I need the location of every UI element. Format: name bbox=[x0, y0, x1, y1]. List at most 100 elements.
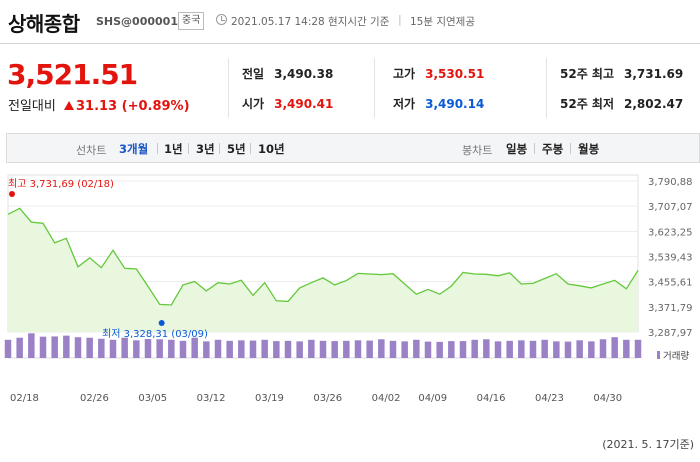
volume-bar bbox=[541, 339, 548, 358]
stat-value: 3,490.41 bbox=[274, 97, 334, 111]
x-tick-label: 04/23 bbox=[535, 393, 564, 404]
toolbar-separator bbox=[570, 143, 571, 154]
as-of-date: (2021. 5. 17기준) bbox=[602, 438, 694, 451]
stat-label: 저가 bbox=[393, 97, 416, 111]
price-area bbox=[8, 208, 638, 332]
volume-bar bbox=[623, 339, 630, 358]
volume-bar bbox=[296, 341, 303, 358]
volume-bar bbox=[529, 340, 537, 358]
toolbar-separator bbox=[534, 143, 535, 154]
up-triangle-icon bbox=[63, 101, 74, 110]
stock-header: 상해종합 SHS@000001 중국 2021.05.17 14:28 현지시간… bbox=[0, 0, 700, 44]
x-tick-label: 03/19 bbox=[255, 393, 284, 404]
volume-bar bbox=[98, 338, 105, 358]
volume-bar bbox=[366, 340, 373, 358]
volume-bar bbox=[226, 340, 233, 358]
toolbar-separator bbox=[219, 143, 220, 154]
index-title: 상해종합 bbox=[8, 12, 80, 36]
candle-weekly[interactable]: 주봉 bbox=[542, 142, 564, 156]
volume-bar bbox=[133, 340, 140, 358]
high-label: 최고 3,731,69 (02/18) bbox=[8, 178, 114, 190]
y-tick-label: 3,455,61 bbox=[648, 278, 693, 289]
y-tick-label: 3,371,79 bbox=[648, 303, 693, 314]
stat-label: 시가 bbox=[242, 97, 265, 111]
x-tick-label: 04/02 bbox=[372, 393, 401, 404]
volume-bar bbox=[121, 337, 128, 358]
x-tick-label: 02/18 bbox=[10, 393, 39, 404]
x-tick-label: 04/30 bbox=[593, 393, 622, 404]
candle-monthly[interactable]: 월봉 bbox=[578, 142, 600, 156]
x-tick-label: 02/26 bbox=[80, 393, 109, 404]
stat-value: 2,802.47 bbox=[624, 97, 684, 111]
volume-legend-swatch bbox=[657, 351, 660, 359]
y-tick-label: 3,623,25 bbox=[648, 227, 693, 238]
period-5y[interactable]: 5년 bbox=[227, 142, 246, 156]
stat-52w-low: 52주 최저 2,802.47 bbox=[560, 95, 683, 112]
index-code: SHS@000001 bbox=[96, 15, 178, 28]
volume-bar bbox=[86, 337, 93, 358]
volume-bar bbox=[576, 340, 583, 358]
volume-bar bbox=[331, 341, 338, 358]
country-badge: 중국 bbox=[178, 12, 205, 30]
volume-bar bbox=[413, 339, 420, 358]
volume-bar bbox=[389, 340, 397, 358]
volume-bar bbox=[588, 341, 595, 358]
volume-bar bbox=[74, 337, 82, 358]
volume-bar bbox=[156, 339, 163, 358]
period-1y[interactable]: 1년 bbox=[164, 142, 183, 156]
volume-legend-label: 거래량 bbox=[663, 350, 689, 362]
y-tick-label: 3,287,97 bbox=[648, 328, 693, 339]
stat-value: 3,530.51 bbox=[425, 67, 485, 81]
toolbar-separator bbox=[250, 143, 251, 154]
stat-value: 3,490.38 bbox=[274, 67, 334, 81]
volume-bar bbox=[51, 336, 58, 358]
volume-bar bbox=[599, 339, 607, 358]
volume-bar bbox=[483, 339, 490, 358]
volume-bar bbox=[553, 341, 560, 358]
volume-bar bbox=[448, 341, 455, 358]
divider bbox=[374, 58, 375, 118]
volume-bar bbox=[203, 341, 210, 358]
stat-label: 52주 최고 bbox=[560, 67, 614, 81]
y-tick-label: 3,707,07 bbox=[648, 202, 693, 213]
period-3y[interactable]: 3년 bbox=[196, 142, 215, 156]
volume-bar bbox=[494, 341, 502, 358]
timestamp: 2021.05.17 14:28 현지시간 기준 bbox=[231, 16, 390, 28]
delay-notice: 15분 지연제공 bbox=[410, 16, 475, 28]
price-chart: 3,790,88 3,707,07 3,623,25 3,539,43 3,455,61… bbox=[4, 174, 693, 404]
clock-icon bbox=[216, 14, 227, 25]
volume-bar bbox=[63, 335, 70, 358]
y-tick-label: 3,790,88 bbox=[648, 177, 693, 188]
volume-bar bbox=[424, 341, 432, 358]
line-chart-label: 선차트 bbox=[76, 144, 107, 157]
toolbar-separator bbox=[188, 143, 189, 154]
volume-bar bbox=[4, 339, 12, 358]
x-tick-label: 03/26 bbox=[313, 393, 342, 404]
volume-bar bbox=[16, 337, 23, 358]
candle-daily[interactable]: 일봉 bbox=[506, 142, 528, 156]
chart-toolbar: 선차트 3개월 1년 3년 5년 10년 봉차트 일봉 주봉 월봉 bbox=[6, 133, 700, 163]
period-3m[interactable]: 3개월 bbox=[119, 142, 149, 156]
stat-52w-high: 52주 최고 3,731.69 bbox=[560, 65, 683, 82]
change-label: 전일대비 bbox=[8, 99, 56, 114]
volume-bar bbox=[319, 340, 327, 358]
volume-bar bbox=[518, 340, 525, 358]
volume-bar bbox=[506, 340, 513, 358]
volume-bar bbox=[144, 339, 152, 358]
volume-bar bbox=[343, 340, 350, 358]
current-price: 3,521.51 bbox=[7, 58, 138, 91]
volume-bar bbox=[238, 340, 245, 358]
volume-bar bbox=[354, 340, 362, 358]
volume-bar bbox=[109, 339, 117, 358]
volume-bar bbox=[284, 340, 292, 358]
price-change: 전일대비 31.13 (+0.89%) bbox=[8, 95, 190, 114]
toolbar-separator bbox=[157, 143, 158, 154]
divider bbox=[546, 58, 547, 118]
volume-bar bbox=[611, 337, 618, 358]
x-tick-label: 03/05 bbox=[138, 393, 167, 404]
stat-value: 3,731.69 bbox=[624, 67, 684, 81]
divider bbox=[228, 58, 229, 118]
y-tick-label: 3,539,43 bbox=[648, 252, 693, 263]
stat-open: 시가 3,490.41 bbox=[242, 95, 333, 112]
period-10y[interactable]: 10년 bbox=[258, 142, 285, 156]
